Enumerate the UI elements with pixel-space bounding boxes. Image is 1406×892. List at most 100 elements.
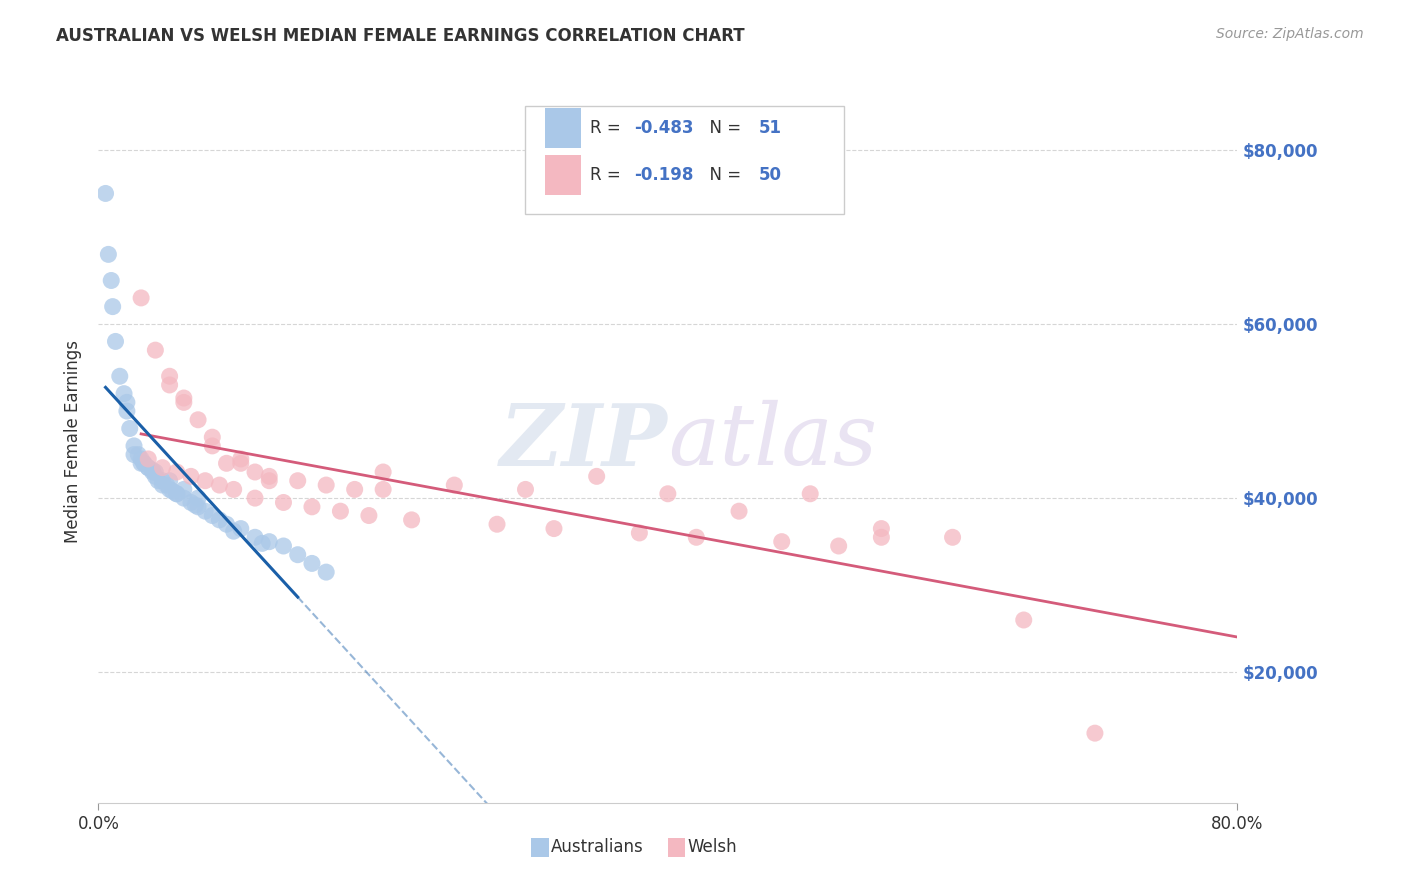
Text: 51: 51 bbox=[759, 119, 782, 136]
Point bbox=[173, 391, 195, 405]
Point bbox=[115, 395, 138, 409]
Point bbox=[132, 456, 155, 470]
Point bbox=[166, 487, 188, 501]
Point bbox=[371, 465, 394, 479]
Text: 50: 50 bbox=[759, 166, 782, 185]
Point bbox=[127, 448, 149, 462]
Point bbox=[201, 508, 224, 523]
Point bbox=[173, 395, 195, 409]
Point bbox=[136, 460, 159, 475]
Text: Source: ZipAtlas.com: Source: ZipAtlas.com bbox=[1216, 27, 1364, 41]
Point bbox=[942, 530, 965, 544]
Point bbox=[315, 565, 337, 579]
Text: N =: N = bbox=[699, 119, 747, 136]
Y-axis label: Median Female Earnings: Median Female Earnings bbox=[65, 340, 83, 543]
Point bbox=[770, 534, 793, 549]
Point bbox=[129, 452, 152, 467]
Point bbox=[215, 456, 238, 470]
Point bbox=[515, 483, 537, 497]
Point bbox=[152, 460, 174, 475]
Point bbox=[543, 522, 565, 536]
Point bbox=[148, 474, 170, 488]
Text: -0.483: -0.483 bbox=[634, 119, 693, 136]
Point bbox=[243, 530, 266, 544]
Point bbox=[152, 478, 174, 492]
Point bbox=[250, 536, 273, 550]
Point bbox=[122, 439, 145, 453]
Point bbox=[108, 369, 131, 384]
Point bbox=[194, 504, 217, 518]
Point bbox=[159, 378, 181, 392]
Point bbox=[685, 530, 707, 544]
Point bbox=[870, 522, 893, 536]
Point bbox=[100, 273, 122, 287]
Point bbox=[115, 404, 138, 418]
Point bbox=[97, 247, 120, 261]
Point bbox=[229, 522, 252, 536]
Point bbox=[94, 186, 117, 201]
Point bbox=[343, 483, 366, 497]
Point bbox=[222, 483, 245, 497]
Point bbox=[287, 548, 309, 562]
Point bbox=[132, 456, 155, 470]
Point bbox=[208, 478, 231, 492]
Point bbox=[657, 487, 679, 501]
Text: Welsh: Welsh bbox=[688, 838, 738, 856]
Point bbox=[129, 291, 152, 305]
Point bbox=[273, 539, 295, 553]
Point bbox=[371, 483, 394, 497]
Point bbox=[357, 508, 380, 523]
Point bbox=[166, 487, 188, 501]
Point bbox=[159, 483, 181, 497]
Point bbox=[156, 478, 179, 492]
Point bbox=[243, 491, 266, 505]
FancyBboxPatch shape bbox=[526, 105, 845, 214]
Point bbox=[141, 465, 163, 479]
FancyBboxPatch shape bbox=[546, 155, 581, 195]
Point bbox=[486, 517, 509, 532]
Point bbox=[152, 474, 174, 488]
Point bbox=[159, 474, 181, 488]
FancyBboxPatch shape bbox=[531, 838, 548, 857]
Text: atlas: atlas bbox=[668, 401, 877, 483]
Point bbox=[194, 474, 217, 488]
Point bbox=[187, 500, 209, 514]
Point bbox=[136, 452, 159, 467]
Point bbox=[180, 469, 202, 483]
Point bbox=[799, 487, 821, 501]
Point bbox=[301, 500, 323, 514]
FancyBboxPatch shape bbox=[546, 108, 581, 147]
Point bbox=[173, 483, 195, 497]
Point bbox=[870, 530, 893, 544]
Point bbox=[112, 386, 135, 401]
Point bbox=[585, 469, 607, 483]
Point bbox=[301, 557, 323, 571]
Point bbox=[728, 504, 751, 518]
Point bbox=[162, 484, 184, 499]
Text: -0.198: -0.198 bbox=[634, 166, 693, 185]
Point bbox=[101, 300, 124, 314]
Point bbox=[329, 504, 352, 518]
Point bbox=[1012, 613, 1035, 627]
Point bbox=[273, 495, 295, 509]
Point bbox=[201, 430, 224, 444]
Point bbox=[122, 448, 145, 462]
Point bbox=[136, 460, 159, 475]
Point bbox=[187, 413, 209, 427]
Point bbox=[173, 491, 195, 505]
Point bbox=[187, 491, 209, 505]
Point bbox=[184, 498, 207, 512]
Text: R =: R = bbox=[591, 166, 627, 185]
Point bbox=[129, 456, 152, 470]
Point bbox=[145, 465, 167, 479]
Point bbox=[222, 524, 245, 539]
Text: ZIP: ZIP bbox=[501, 400, 668, 483]
Point bbox=[229, 452, 252, 467]
Point bbox=[243, 465, 266, 479]
Text: N =: N = bbox=[699, 166, 747, 185]
FancyBboxPatch shape bbox=[668, 838, 685, 857]
Point bbox=[1084, 726, 1107, 740]
Point bbox=[259, 474, 281, 488]
Point bbox=[208, 513, 231, 527]
Text: R =: R = bbox=[591, 119, 627, 136]
